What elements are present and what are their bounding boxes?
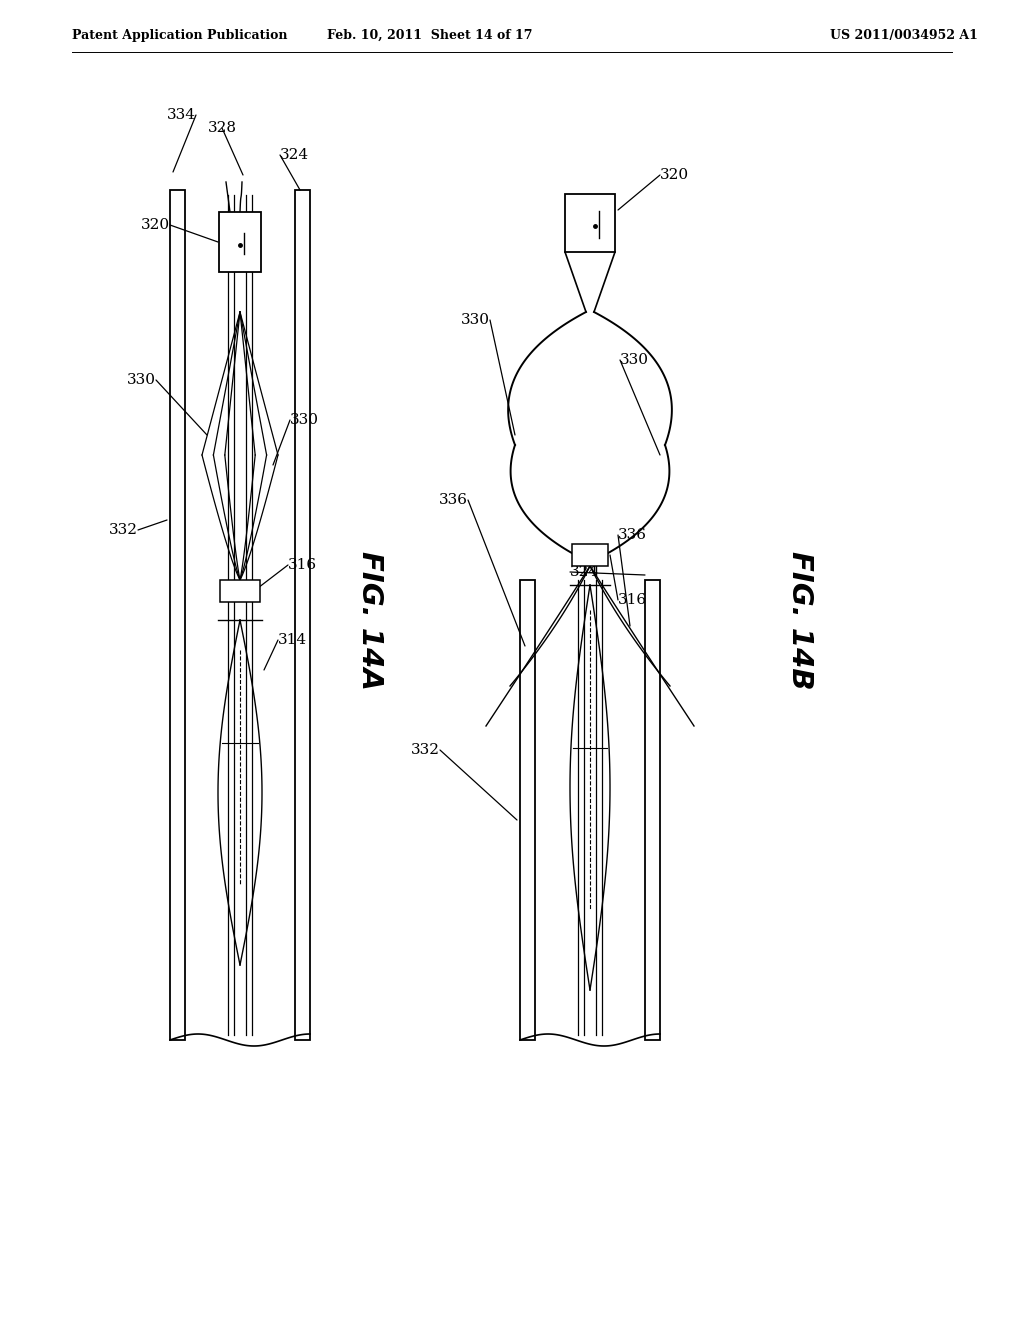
Text: 316: 316 [618, 593, 647, 607]
Text: 330: 330 [461, 313, 490, 327]
Text: Patent Application Publication: Patent Application Publication [72, 29, 288, 41]
Text: 336: 336 [618, 528, 647, 543]
Text: 320: 320 [141, 218, 170, 232]
Text: 332: 332 [109, 523, 138, 537]
Text: 328: 328 [208, 121, 237, 135]
Text: 314: 314 [278, 634, 307, 647]
Text: 332: 332 [411, 743, 440, 756]
Polygon shape [572, 544, 608, 566]
Polygon shape [565, 194, 615, 252]
Text: 330: 330 [620, 352, 649, 367]
Text: 330: 330 [290, 413, 319, 426]
Text: FIG. 14A: FIG. 14A [356, 550, 384, 689]
Text: 330: 330 [127, 374, 156, 387]
Text: 320: 320 [660, 168, 689, 182]
Text: Feb. 10, 2011  Sheet 14 of 17: Feb. 10, 2011 Sheet 14 of 17 [328, 29, 532, 41]
Polygon shape [219, 213, 261, 272]
Text: FIG. 14B: FIG. 14B [786, 550, 814, 689]
Text: 316: 316 [288, 558, 317, 572]
Text: US 2011/0034952 A1: US 2011/0034952 A1 [830, 29, 978, 41]
Text: 324: 324 [570, 565, 599, 579]
Text: 324: 324 [280, 148, 309, 162]
Text: 334: 334 [167, 108, 196, 121]
Polygon shape [220, 579, 260, 602]
Text: 336: 336 [439, 492, 468, 507]
